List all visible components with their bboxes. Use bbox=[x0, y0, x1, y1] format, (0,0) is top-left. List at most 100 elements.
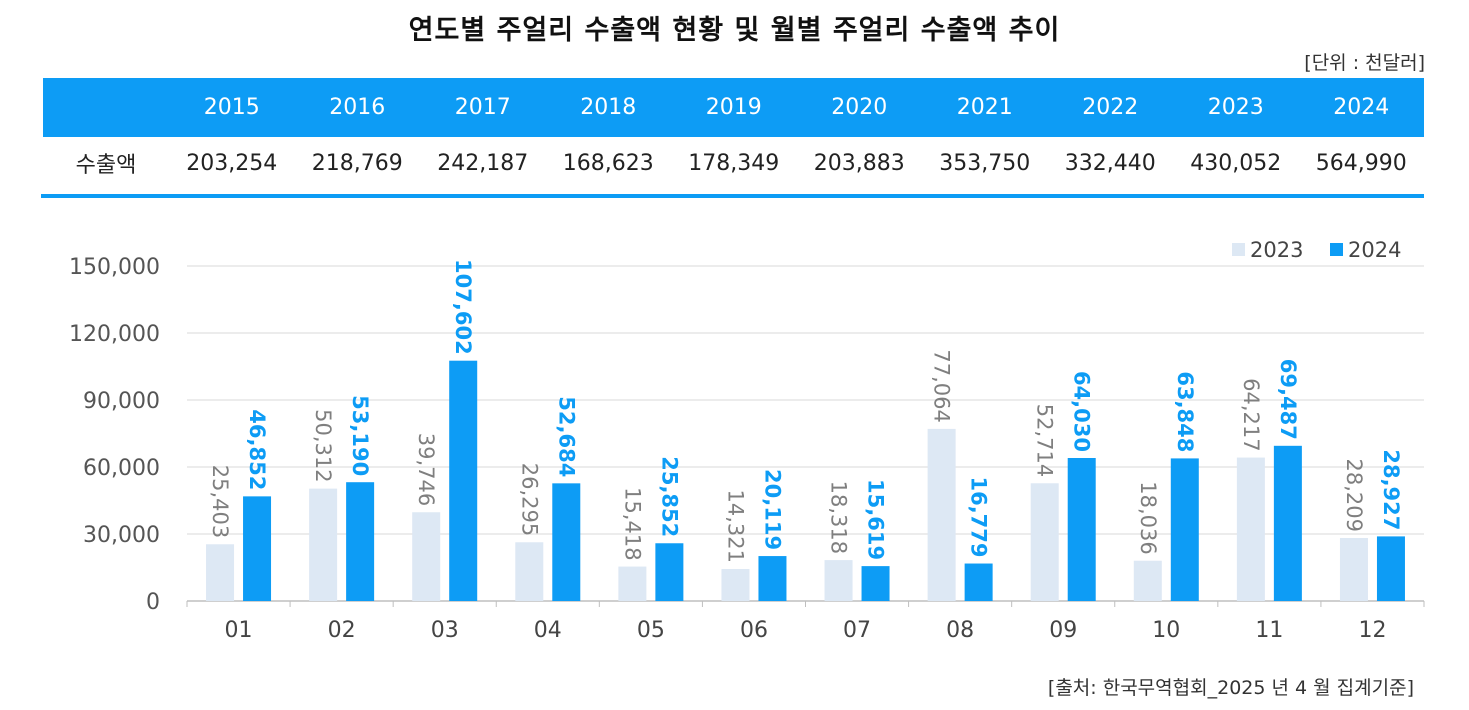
bar-2023-06 bbox=[721, 569, 750, 601]
page-title: 연도별 주얼리 수출액 현황 및 월별 주얼리 수출액 추이 bbox=[408, 15, 1061, 46]
bar-2023-03 bbox=[412, 512, 441, 601]
y-tick-label: 30,000 bbox=[83, 523, 160, 548]
bar-2023-12 bbox=[1339, 537, 1368, 601]
table-header-year: 2015 bbox=[203, 95, 260, 120]
x-tick-label: 02 bbox=[328, 618, 356, 643]
bar-2024-03 bbox=[449, 360, 478, 601]
x-tick-label: 07 bbox=[843, 618, 871, 643]
table-cell-value: 332,440 bbox=[1064, 150, 1156, 176]
table-cell-value: 203,254 bbox=[186, 150, 278, 176]
table-header-year: 2020 bbox=[831, 95, 888, 120]
bar-2024-06 bbox=[758, 556, 787, 601]
data-label-2023: 26,295 bbox=[517, 463, 541, 536]
table-cell-value: 168,623 bbox=[562, 150, 654, 176]
table-header-year: 2017 bbox=[454, 95, 511, 120]
data-label-2024: 25,852 bbox=[657, 456, 681, 537]
x-tick-label: 10 bbox=[1152, 618, 1180, 643]
x-tick-label: 12 bbox=[1358, 618, 1386, 643]
table-cell-value: 242,187 bbox=[437, 150, 529, 176]
bar-2024-05 bbox=[655, 543, 684, 601]
data-label-2023: 39,746 bbox=[414, 433, 438, 506]
y-tick-label: 150,000 bbox=[69, 255, 160, 280]
table-cell-value: 353,750 bbox=[939, 150, 1031, 176]
table-header-year: 2019 bbox=[705, 95, 762, 120]
bar-2024-12 bbox=[1376, 536, 1405, 601]
bar-2023-05 bbox=[618, 566, 647, 601]
y-tick-label: 60,000 bbox=[83, 456, 160, 481]
data-label-2024: 46,852 bbox=[245, 409, 269, 490]
data-label-2023: 52,714 bbox=[1033, 404, 1057, 477]
bar-2024-09 bbox=[1067, 457, 1096, 601]
table-cell-value: 203,883 bbox=[813, 150, 905, 176]
x-tick-label: 11 bbox=[1255, 618, 1283, 643]
table-cell-value: 218,769 bbox=[311, 150, 403, 176]
data-label-2023: 50,312 bbox=[311, 409, 335, 482]
table-header-row: 2015 2016 2017 2018 2019 2020 2021 2022 … bbox=[43, 78, 1424, 137]
data-label-2024: 28,927 bbox=[1379, 449, 1403, 530]
table-header-year: 2021 bbox=[956, 95, 1013, 120]
x-tick-label: 08 bbox=[946, 618, 974, 643]
x-tick-label: 09 bbox=[1049, 618, 1077, 643]
y-tick-label: 90,000 bbox=[83, 389, 160, 414]
unit-label: [단위 : 천달러] bbox=[1304, 52, 1425, 74]
y-tick-label: 0 bbox=[146, 590, 160, 615]
table-row-label: 수출액 bbox=[75, 153, 137, 178]
data-label-2024: 20,119 bbox=[760, 469, 784, 550]
bar-2024-08 bbox=[964, 563, 993, 601]
data-label-2023: 15,418 bbox=[620, 487, 644, 560]
data-label-2023: 25,403 bbox=[208, 465, 232, 538]
data-label-2023: 28,209 bbox=[1342, 459, 1366, 532]
annual-export-table: 2015 2016 2017 2018 2019 2020 2021 2022 … bbox=[43, 78, 1424, 189]
data-label-2024: 16,779 bbox=[967, 476, 991, 557]
x-tick-label: 04 bbox=[534, 618, 562, 643]
bar-2023-01 bbox=[206, 544, 235, 601]
legend-label-2024: 2024 bbox=[1348, 238, 1401, 262]
bar-2024-04 bbox=[552, 483, 581, 601]
x-tick-label: 01 bbox=[225, 618, 253, 643]
table-row: 수출액 203,254 218,769 242,187 168,623 178,… bbox=[43, 137, 1424, 189]
monthly-export-bar-chart: 0 30,000 60,000 90,000 120,000 150,000 25,403 4… bbox=[69, 238, 1425, 643]
table-header-corner bbox=[43, 78, 169, 137]
legend-swatch-2024 bbox=[1330, 243, 1343, 256]
data-label-2024: 107,602 bbox=[451, 259, 475, 355]
data-label-2023: 77,064 bbox=[930, 349, 954, 422]
data-label-2024: 53,190 bbox=[348, 395, 372, 476]
table-header-year: 2023 bbox=[1207, 95, 1264, 120]
data-label-2023: 64,217 bbox=[1239, 378, 1263, 451]
legend-label-2023: 2023 bbox=[1250, 238, 1303, 262]
table-cell-value: 564,990 bbox=[1315, 150, 1407, 176]
bar-2024-10 bbox=[1170, 458, 1199, 601]
x-tick-label: 03 bbox=[431, 618, 459, 643]
table-bottom-rule bbox=[41, 194, 1424, 198]
table-header-year: 2016 bbox=[329, 95, 386, 120]
bar-2023-08 bbox=[927, 428, 956, 601]
table-header-year: 2024 bbox=[1333, 95, 1390, 120]
x-tick-label: 06 bbox=[740, 618, 768, 643]
bar-2023-07 bbox=[824, 560, 853, 601]
table-header-year: 2018 bbox=[580, 95, 637, 120]
table-cell-value: 178,349 bbox=[688, 150, 780, 176]
data-label-2024: 64,030 bbox=[1070, 371, 1094, 452]
data-label-2023: 18,036 bbox=[1136, 481, 1160, 554]
data-label-2024: 15,619 bbox=[864, 479, 888, 560]
bar-2023-02 bbox=[309, 488, 338, 601]
y-tick-label: 120,000 bbox=[69, 322, 160, 347]
bar-2023-11 bbox=[1236, 457, 1265, 601]
data-label-2024: 69,487 bbox=[1276, 359, 1300, 440]
data-label-2023: 18,318 bbox=[827, 481, 851, 554]
bar-2023-10 bbox=[1133, 560, 1162, 601]
bar-2024-01 bbox=[243, 496, 272, 601]
data-label-2024: 63,848 bbox=[1173, 371, 1197, 452]
table-cell-value: 430,052 bbox=[1190, 150, 1282, 176]
table-header-year: 2022 bbox=[1082, 95, 1139, 120]
source-note: [출처: 한국무역협회_2025 년 4 월 집계기준] bbox=[1047, 677, 1414, 699]
x-tick-label: 05 bbox=[637, 618, 665, 643]
bar-2024-02 bbox=[346, 482, 375, 601]
legend-swatch-2023 bbox=[1232, 243, 1245, 256]
bar-2023-09 bbox=[1030, 483, 1059, 601]
bar-2024-07 bbox=[861, 566, 890, 601]
bar-2023-04 bbox=[515, 542, 544, 601]
bar-2024-11 bbox=[1273, 445, 1302, 601]
data-label-2023: 14,321 bbox=[723, 490, 747, 563]
data-label-2024: 52,684 bbox=[554, 396, 578, 477]
